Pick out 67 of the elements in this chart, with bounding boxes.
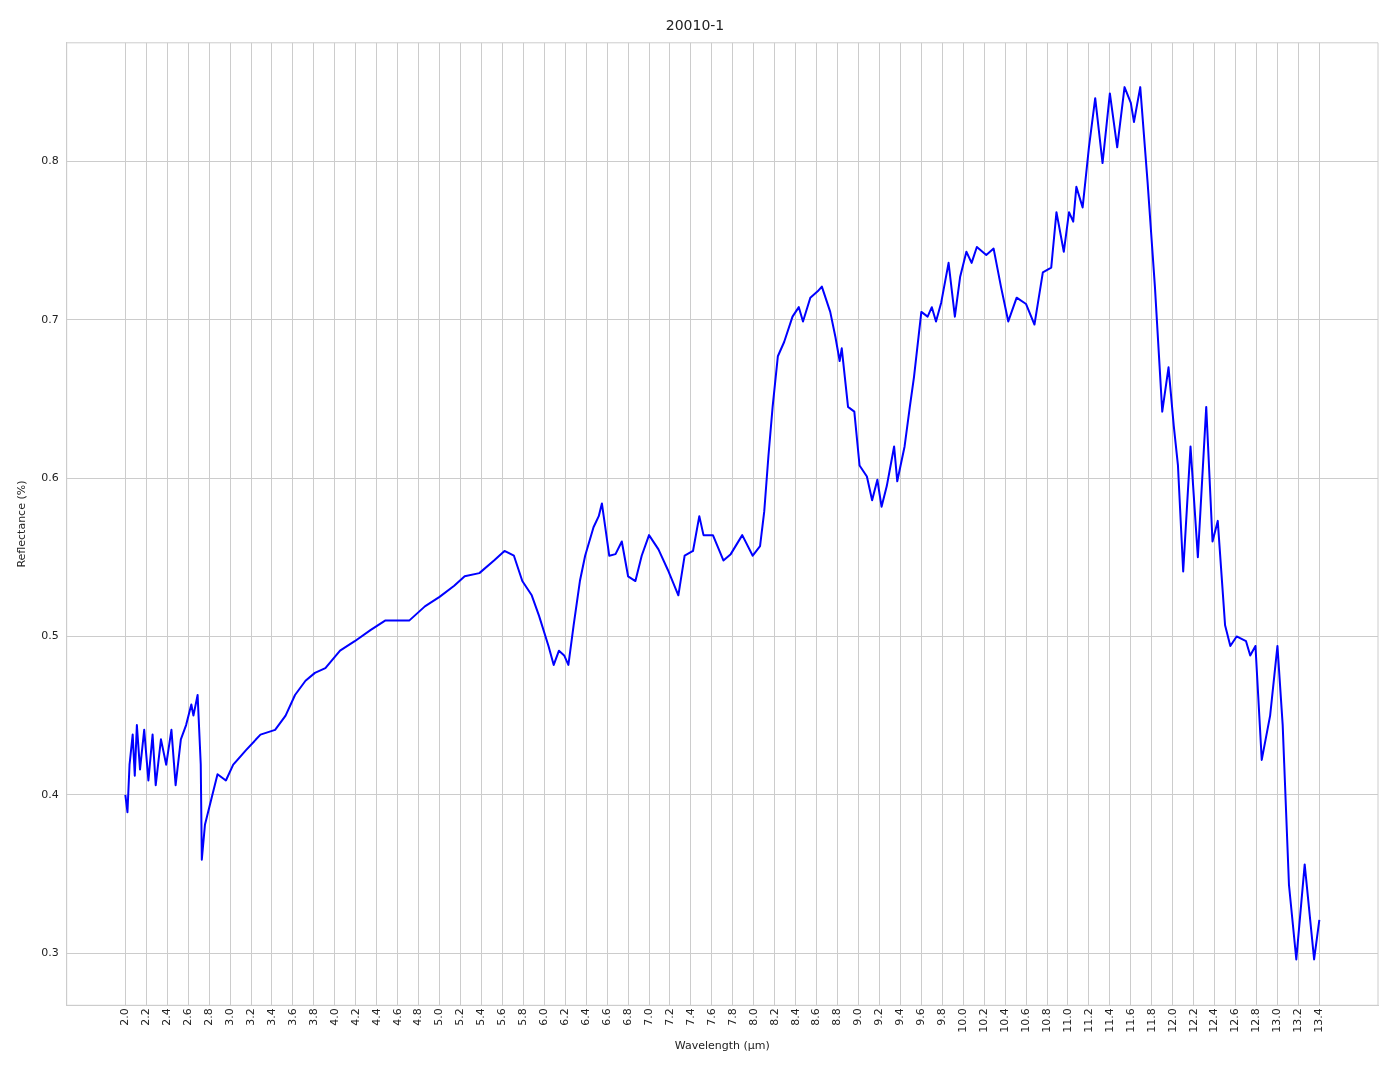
x-tick-label: 9.6 bbox=[914, 1008, 928, 1026]
x-tick-label: 9.0 bbox=[851, 1008, 865, 1026]
x-tick-label: 12.8 bbox=[1249, 1008, 1263, 1033]
x-tick-label: 11.8 bbox=[1144, 1008, 1158, 1033]
x-tick-label: 5.8 bbox=[516, 1008, 530, 1026]
x-tick-label: 7.0 bbox=[641, 1008, 655, 1026]
x-tick-label: 5.0 bbox=[432, 1008, 446, 1026]
x-tick-label: 2.2 bbox=[139, 1008, 153, 1026]
x-tick-label: 3.2 bbox=[243, 1008, 257, 1026]
x-tick-label: 3.4 bbox=[264, 1008, 278, 1026]
x-tick-label: 6.6 bbox=[600, 1008, 613, 1026]
x-tick-label: 6.2 bbox=[558, 1008, 572, 1026]
x-tick-label: 4.0 bbox=[327, 1008, 341, 1026]
y-axis-title: Reflectance (%) bbox=[15, 480, 29, 568]
y-tick-label: 0.5 bbox=[41, 629, 59, 643]
x-tick-label: 13.2 bbox=[1291, 1008, 1305, 1033]
x-tick-label: 11.4 bbox=[1102, 1008, 1116, 1033]
x-tick-label: 13.0 bbox=[1270, 1008, 1284, 1033]
x-tick-label: 10.8 bbox=[1039, 1008, 1053, 1033]
x-tick-label: 6.4 bbox=[579, 1008, 593, 1026]
y-tick-label: 0.4 bbox=[41, 787, 59, 801]
x-tick-label: 3.8 bbox=[306, 1008, 320, 1026]
x-tick-label: 7.4 bbox=[683, 1008, 697, 1026]
x-tick-label: 11.0 bbox=[1060, 1008, 1074, 1033]
x-tick-label: 9.2 bbox=[872, 1008, 886, 1026]
x-tick-label: 2.0 bbox=[118, 1008, 132, 1026]
x-tick-label: 5.4 bbox=[474, 1008, 488, 1026]
x-tick-label: 11.6 bbox=[1123, 1008, 1137, 1033]
x-tick-label: 12.6 bbox=[1228, 1008, 1242, 1033]
x-tick-label: 7.2 bbox=[662, 1008, 676, 1026]
x-tick-label: 12.0 bbox=[1165, 1008, 1179, 1033]
x-tick-label: 3.6 bbox=[285, 1008, 299, 1026]
x-tick-label: 4.2 bbox=[348, 1008, 362, 1026]
x-tick-label: 7.6 bbox=[704, 1008, 718, 1026]
x-tick-label: 8.8 bbox=[830, 1008, 844, 1026]
x-tick-label: 5.2 bbox=[453, 1008, 467, 1026]
x-tick-label: 9.4 bbox=[893, 1008, 907, 1026]
x-tick-label: 5.6 bbox=[495, 1008, 509, 1026]
x-tick-label: 12.4 bbox=[1207, 1008, 1221, 1033]
x-tick-label: 6.8 bbox=[620, 1008, 634, 1026]
x-tick-label: 2.6 bbox=[181, 1008, 195, 1026]
x-tick-label: 4.8 bbox=[411, 1008, 425, 1026]
x-tick-label: 10.4 bbox=[998, 1008, 1011, 1033]
x-tick-label: 6.0 bbox=[537, 1008, 551, 1026]
y-tick-label: 0.6 bbox=[41, 471, 59, 484]
x-tick-label: 12.2 bbox=[1186, 1008, 1200, 1033]
x-tick-label: 3.0 bbox=[222, 1008, 236, 1026]
x-axis-title: Wavelength (µm) bbox=[674, 1039, 770, 1053]
x-tick-label: 13.4 bbox=[1312, 1008, 1326, 1033]
chart-title: 20010-1 bbox=[665, 17, 725, 34]
x-tick-label: 9.8 bbox=[935, 1008, 949, 1026]
x-tick-label: 4.6 bbox=[390, 1008, 404, 1026]
x-tick-label: 4.4 bbox=[369, 1008, 383, 1026]
y-tick-label: 0.7 bbox=[41, 312, 59, 326]
x-tick-label: 8.6 bbox=[809, 1008, 823, 1026]
y-tick-label: 0.3 bbox=[41, 945, 59, 959]
x-tick-label: 7.8 bbox=[725, 1008, 739, 1026]
y-tick-label: 0.8 bbox=[41, 154, 59, 168]
x-tick-label: 10.0 bbox=[956, 1008, 970, 1033]
x-tick-label: 8.2 bbox=[767, 1008, 781, 1026]
x-tick-label: 8.4 bbox=[788, 1008, 802, 1026]
x-tick-label: 10.2 bbox=[977, 1008, 991, 1033]
x-tick-label: 2.4 bbox=[160, 1008, 174, 1026]
x-tick-label: 10.6 bbox=[1018, 1008, 1032, 1033]
x-tick-label: 11.2 bbox=[1081, 1008, 1095, 1033]
x-tick-label: 2.8 bbox=[202, 1008, 215, 1026]
x-tick-label: 8.0 bbox=[746, 1008, 760, 1026]
